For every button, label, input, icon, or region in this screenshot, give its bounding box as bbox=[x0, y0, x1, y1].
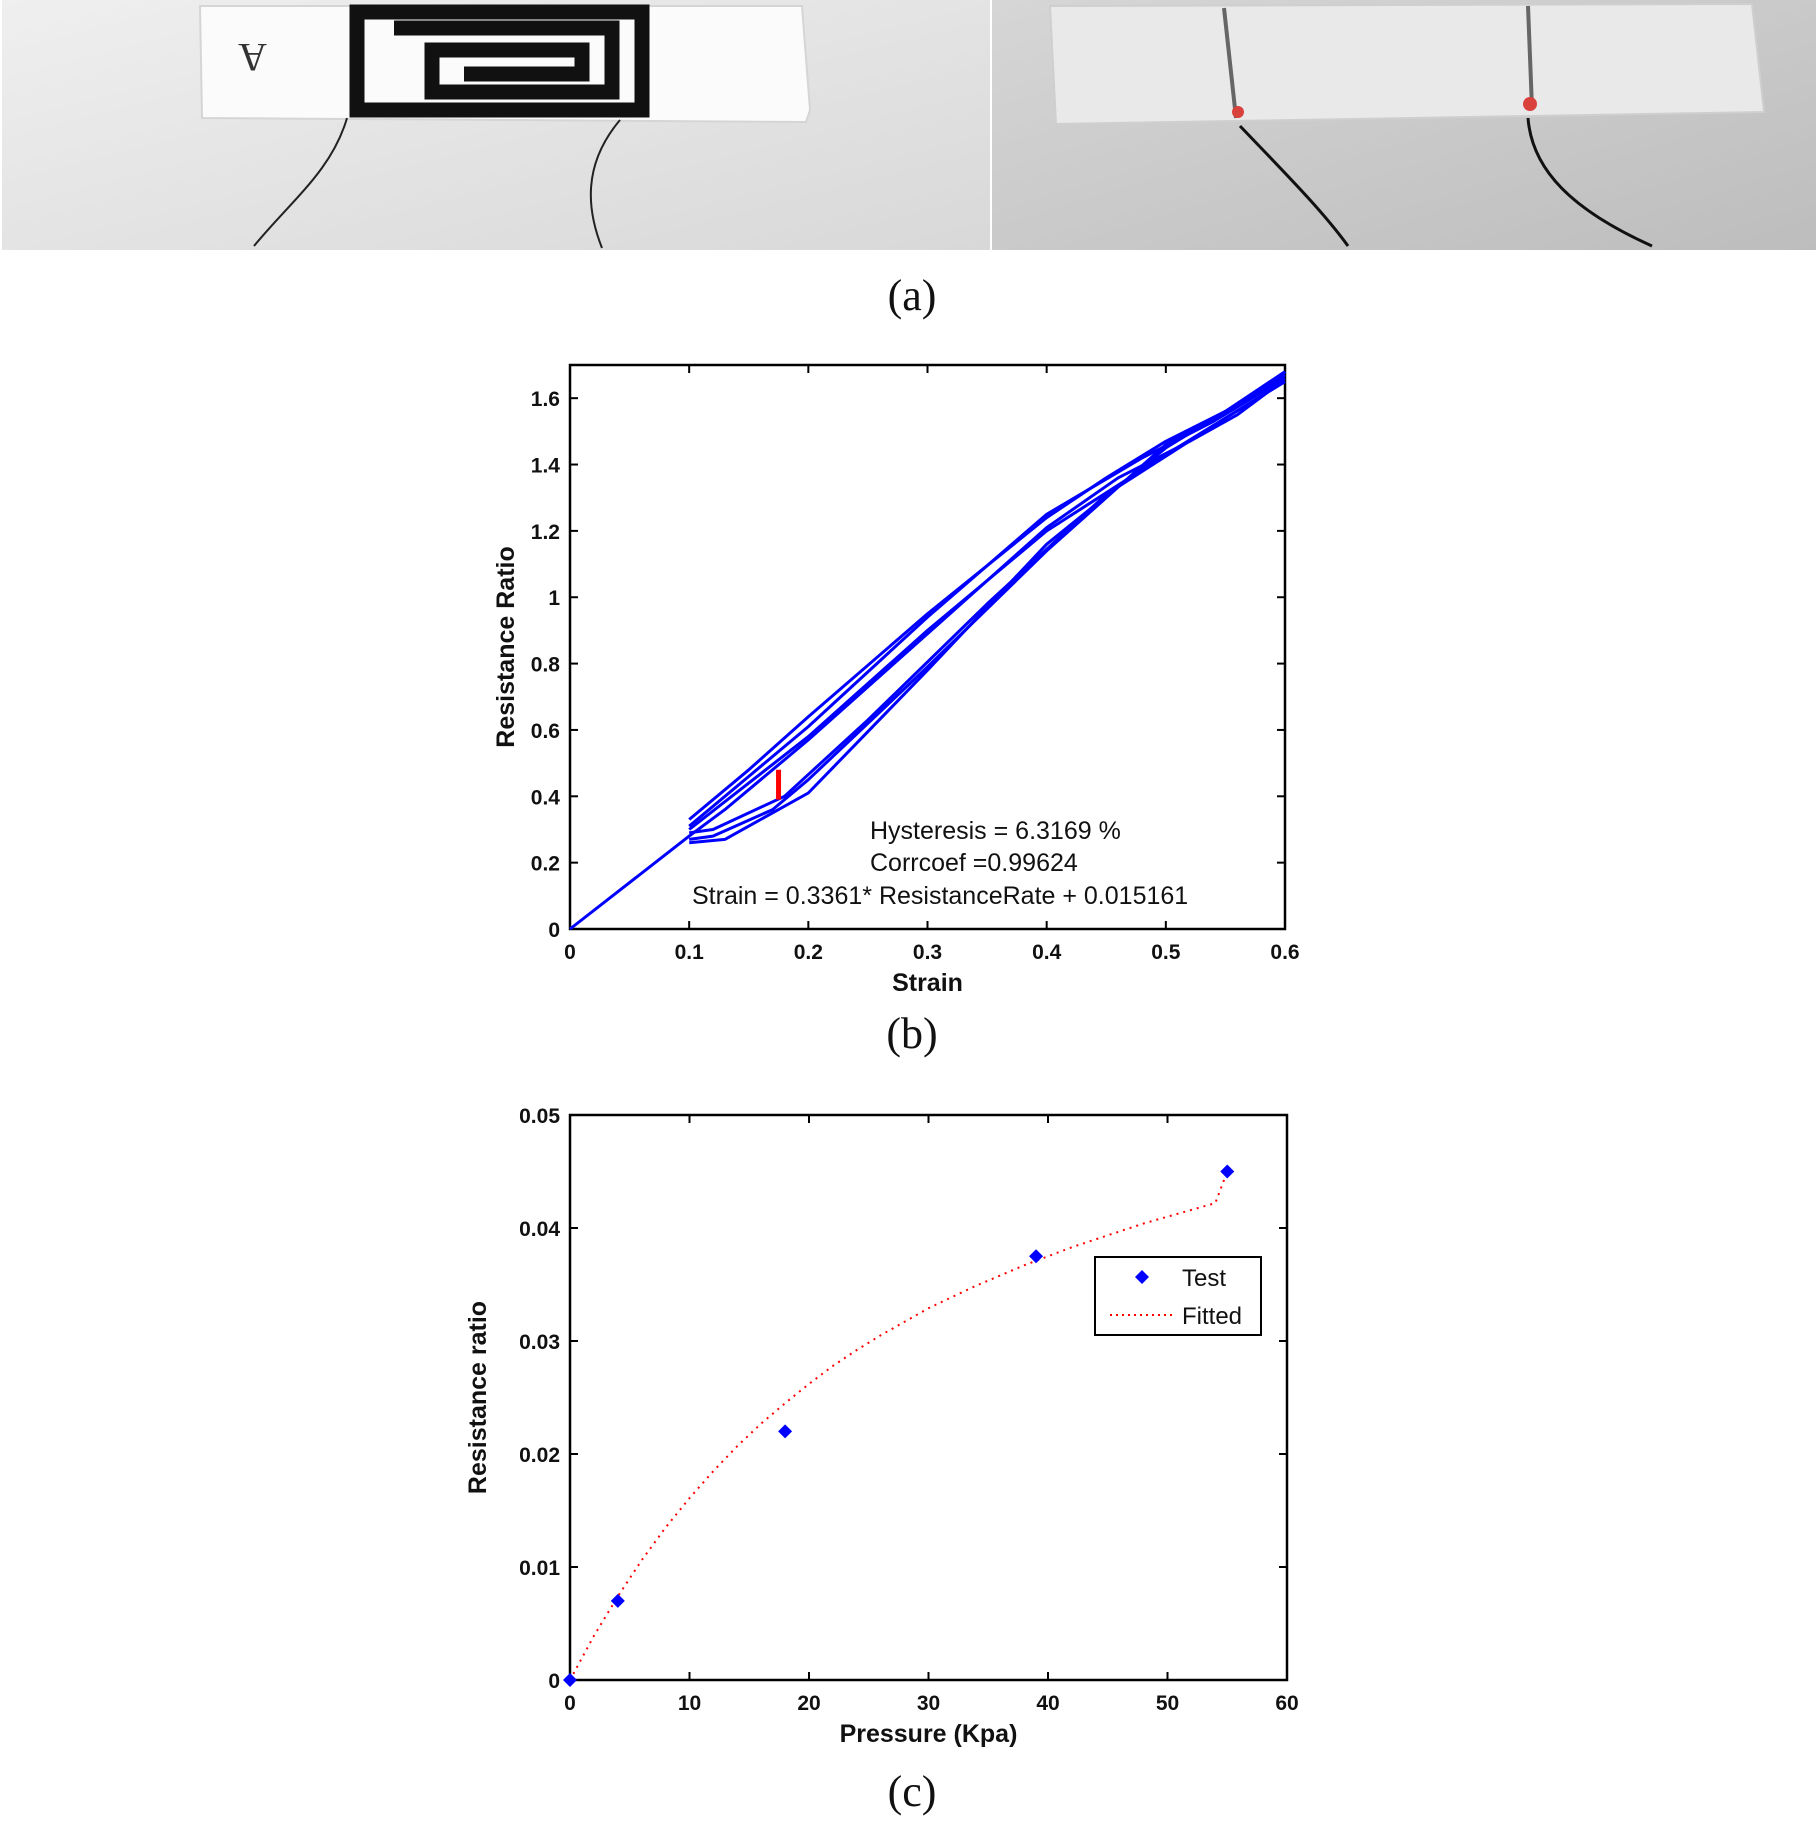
x-tick-label: 0 bbox=[564, 941, 576, 964]
caption-b: (b) bbox=[886, 1009, 938, 1058]
y-tick-label: 1 bbox=[548, 587, 560, 610]
photo-right bbox=[992, 0, 1816, 250]
y-tick-label: 0.02 bbox=[519, 1444, 560, 1467]
y-tick-label: 1.6 bbox=[531, 388, 560, 411]
annotation-2: Strain = 0.3361* ResistanceRate + 0.0151… bbox=[692, 882, 1188, 910]
y-axis-label: Resistance Ratio bbox=[492, 546, 520, 747]
legend-test-label: Test bbox=[1182, 1265, 1226, 1292]
test-point bbox=[1029, 1249, 1044, 1264]
x-tick-label: 0.6 bbox=[1270, 941, 1299, 964]
printed-sensor-photo: A bbox=[2, 0, 990, 250]
x-tick-label: 0.2 bbox=[794, 941, 823, 964]
fitted-curve bbox=[569, 1171, 1229, 1681]
legend-fitted-label: Fitted bbox=[1182, 1303, 1242, 1330]
x-tick-label: 40 bbox=[1036, 1692, 1059, 1715]
y-tick-label: 0.8 bbox=[531, 654, 561, 677]
x-tick-label: 0.4 bbox=[1032, 941, 1062, 964]
y-tick-label: 0 bbox=[548, 1670, 560, 1693]
test-point bbox=[1220, 1164, 1235, 1179]
y-tick-label: 0.6 bbox=[531, 720, 560, 743]
test-point bbox=[778, 1424, 793, 1439]
caption-c: (c) bbox=[887, 1767, 937, 1816]
y-tick-label: 0.4 bbox=[531, 786, 561, 809]
x-tick-label: 0 bbox=[564, 1692, 576, 1715]
photo-left: A bbox=[2, 0, 990, 250]
x-tick-label: 30 bbox=[917, 1692, 940, 1715]
x-tick-label: 10 bbox=[678, 1692, 701, 1715]
hysteresis-curve-5 bbox=[688, 380, 1286, 831]
x-axis-label: Strain bbox=[892, 969, 963, 997]
annotation-0: Hysteresis = 6.3169 % bbox=[870, 817, 1121, 845]
contact-dot-right bbox=[1523, 97, 1537, 111]
y-tick-label: 0.01 bbox=[519, 1557, 560, 1580]
y-axis-label: Resistance ratio bbox=[464, 1301, 492, 1494]
y-tick-label: 1.4 bbox=[531, 455, 561, 478]
strip-marking: A bbox=[238, 35, 267, 80]
resistance-pressure-chart: 0 10 20 30 40 50 60 0 0.01 0.02 0.03 0.04 0.05 Pressu… bbox=[464, 1105, 1299, 1748]
test-point bbox=[610, 1593, 625, 1608]
y-tick-label: 0.05 bbox=[519, 1105, 560, 1128]
x-tick-label: 20 bbox=[797, 1692, 820, 1715]
coated-sensor-photo bbox=[992, 0, 1816, 250]
legend-box bbox=[1094, 1256, 1262, 1336]
caption-a: (a) bbox=[887, 271, 937, 320]
resistance-strain-chart: 0 0.1 0.2 0.3 0.4 0.5 0.6 0 0.2 0.4 0.6 0.8 1 1.2 1.4 1… bbox=[492, 363, 1300, 997]
y-tick-label: 0.03 bbox=[519, 1331, 560, 1354]
y-tick-label: 0.2 bbox=[531, 853, 560, 876]
x-tick-label: 0.5 bbox=[1151, 941, 1181, 964]
x-tick-label: 0.1 bbox=[675, 941, 705, 964]
y-tick-label: 0.04 bbox=[519, 1218, 560, 1241]
contact-dot-left bbox=[1232, 106, 1244, 118]
y-tick-label: 0 bbox=[548, 919, 560, 942]
hysteresis-curve-0 bbox=[569, 370, 1287, 931]
plot-frame bbox=[568, 1113, 1289, 1682]
y-tick-label: 1.2 bbox=[531, 521, 560, 544]
x-tick-label: 60 bbox=[1275, 1692, 1298, 1715]
hysteresis-curve-6 bbox=[689, 373, 1286, 845]
x-tick-label: 50 bbox=[1156, 1692, 1179, 1715]
x-tick-label: 0.3 bbox=[913, 941, 942, 964]
test-point bbox=[563, 1673, 577, 1687]
annotation-1: Corrcoef =0.99624 bbox=[870, 849, 1078, 877]
x-axis-label: Pressure (Kpa) bbox=[840, 1720, 1018, 1748]
serpentine-pattern bbox=[349, 4, 650, 118]
legend-test-marker bbox=[1135, 1270, 1149, 1284]
